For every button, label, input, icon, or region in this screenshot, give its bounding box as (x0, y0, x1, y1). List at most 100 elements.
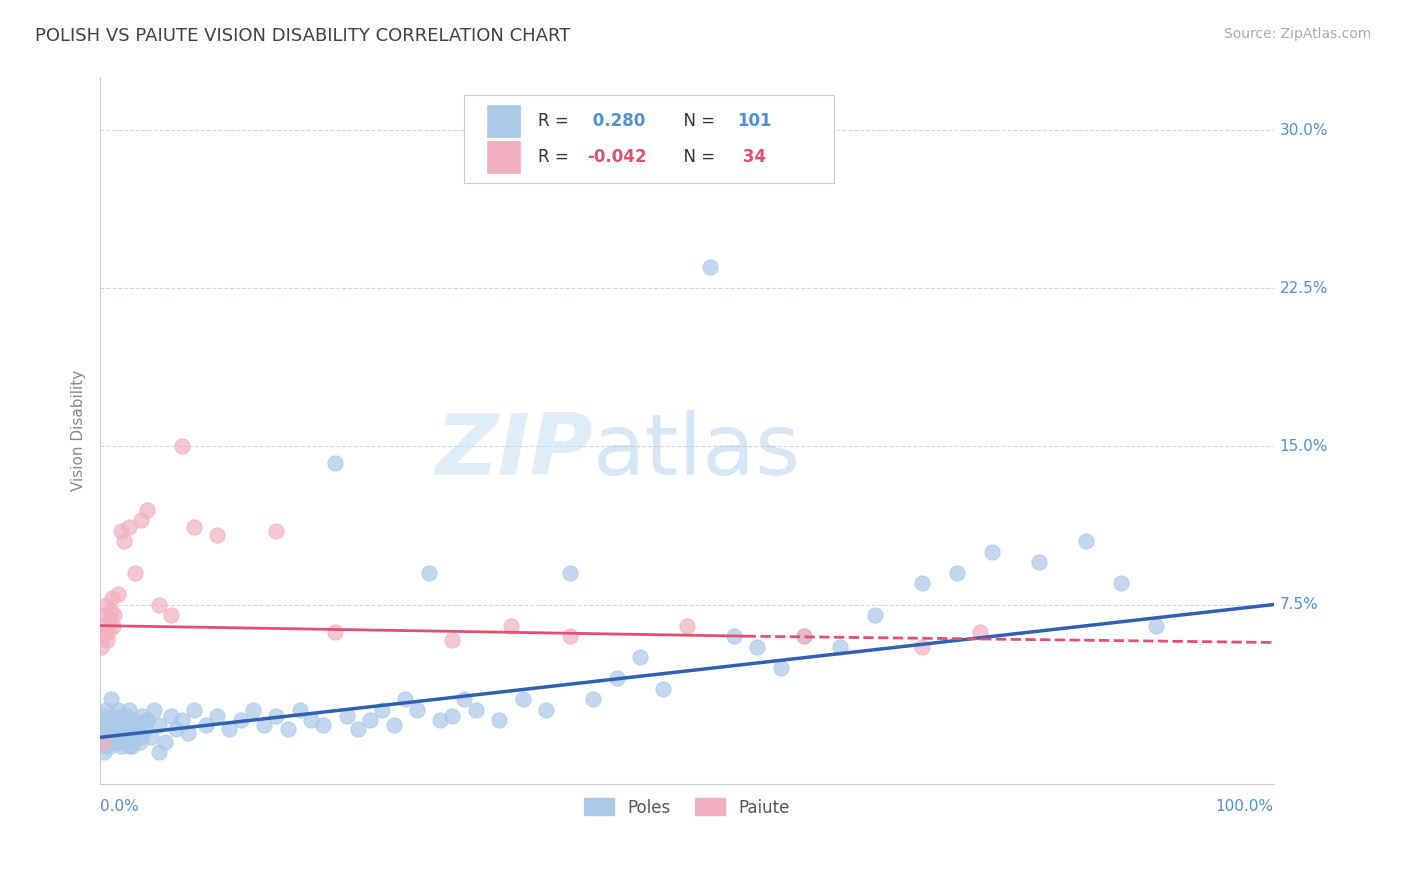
Point (769, 661, 792, 675)
Point (793, 629, 815, 643)
Text: R =: R = (538, 148, 574, 166)
Point (453, 692, 475, 706)
Point (793, 629, 815, 643)
Point (699, 260, 721, 275)
Point (606, 671, 628, 685)
Point (115, 734, 138, 748)
Point (382, 717, 405, 731)
Point (100, 692, 122, 706)
Point (148, 745, 170, 759)
Point (183, 519, 205, 533)
Point (124, 566, 146, 580)
Point (94, 703, 117, 717)
Point (499, 618, 522, 632)
Text: ZIP: ZIP (436, 410, 593, 493)
Legend: Poles, Paiute: Poles, Paiute (575, 790, 799, 825)
Point (107, 703, 129, 717)
Point (1028, 555, 1050, 569)
Point (299, 714, 322, 728)
Text: Source: ZipAtlas.com: Source: ZipAtlas.com (1223, 27, 1371, 41)
FancyBboxPatch shape (464, 95, 834, 184)
Point (159, 608, 181, 623)
Point (139, 731, 162, 745)
Point (981, 545, 1004, 559)
Point (153, 734, 176, 748)
Point (165, 722, 187, 736)
Text: N =: N = (673, 148, 720, 166)
Point (101, 731, 124, 745)
Point (911, 576, 934, 591)
Point (242, 703, 264, 717)
Point (118, 703, 141, 717)
Point (441, 709, 464, 723)
Point (1109, 576, 1132, 591)
Point (676, 165, 699, 179)
Point (108, 722, 131, 736)
Point (253, 717, 276, 731)
FancyBboxPatch shape (488, 105, 520, 137)
Point (183, 703, 205, 717)
Point (124, 717, 146, 731)
Point (488, 714, 510, 728)
Point (582, 692, 605, 706)
Point (97, 624, 120, 639)
Text: 0.0%: 0.0% (100, 799, 139, 814)
Point (105, 734, 128, 748)
Point (103, 717, 125, 731)
Y-axis label: Vision Disability: Vision Disability (72, 370, 86, 491)
Point (112, 734, 135, 748)
Point (91, 629, 114, 643)
Point (441, 633, 464, 648)
Point (90, 717, 112, 731)
Point (969, 624, 991, 639)
Point (110, 524, 132, 538)
Point (112, 726, 135, 740)
Point (723, 629, 745, 643)
Point (96, 633, 118, 648)
Point (177, 726, 200, 740)
Point (194, 717, 217, 731)
Point (676, 618, 699, 632)
FancyBboxPatch shape (488, 141, 520, 173)
Point (117, 722, 139, 736)
Point (111, 714, 134, 728)
Point (90, 640, 112, 654)
Point (120, 731, 142, 745)
Point (512, 692, 534, 706)
Point (112, 534, 135, 549)
Point (107, 724, 129, 739)
Point (94, 598, 117, 612)
Text: 30.0%: 30.0% (1279, 122, 1329, 137)
Point (288, 703, 311, 717)
Text: atlas: atlas (593, 410, 801, 493)
Point (101, 726, 124, 740)
Point (124, 726, 146, 740)
Point (107, 587, 129, 601)
Point (558, 629, 581, 643)
Point (93, 745, 115, 759)
Point (747, 640, 769, 654)
Point (134, 722, 156, 736)
Point (312, 717, 335, 731)
Point (129, 513, 152, 527)
Point (104, 709, 127, 723)
Text: POLISH VS PAIUTE VISION DISABILITY CORRELATION CHART: POLISH VS PAIUTE VISION DISABILITY CORRE… (35, 27, 571, 45)
Point (100, 604, 122, 618)
Point (946, 566, 969, 580)
Point (118, 519, 141, 533)
Point (136, 714, 159, 728)
Point (359, 714, 381, 728)
Text: N =: N = (673, 112, 720, 130)
Point (96, 731, 118, 745)
Text: 34: 34 (737, 148, 766, 166)
Point (118, 739, 141, 753)
Point (1144, 618, 1167, 632)
Point (143, 703, 166, 717)
Point (277, 722, 299, 736)
Point (136, 502, 159, 516)
Point (101, 618, 124, 632)
Point (148, 717, 170, 731)
Point (264, 524, 287, 538)
Point (911, 640, 934, 654)
Point (394, 692, 416, 706)
